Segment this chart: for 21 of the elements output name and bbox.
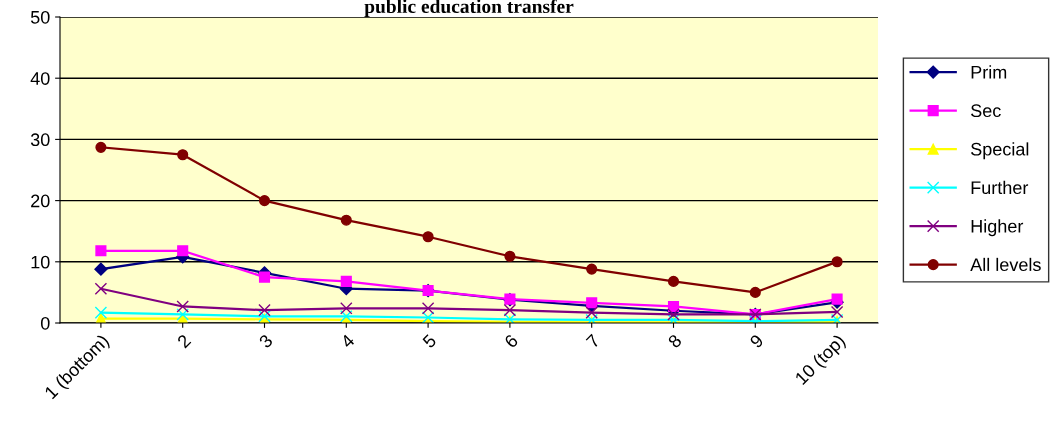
x-tick-label: 3 bbox=[258, 333, 274, 349]
y-tick-label: 20 bbox=[31, 194, 50, 208]
y-tick-label: 10 bbox=[31, 255, 50, 269]
legend-label: Higher bbox=[971, 219, 1024, 237]
y-tick-label: 30 bbox=[30, 133, 50, 147]
legend-label: Special bbox=[971, 142, 1029, 160]
y-tick-label: 50 bbox=[30, 10, 50, 24]
x-tick-label: 2 bbox=[176, 333, 192, 349]
x-tick-label: 5 bbox=[421, 333, 437, 349]
y-tick-label: 0 bbox=[40, 316, 50, 330]
y-tick-label: 40 bbox=[30, 72, 50, 85]
legend-label: Sec bbox=[971, 104, 1001, 118]
legend-label: Further bbox=[971, 180, 1029, 195]
x-tick-label: 9 bbox=[749, 333, 765, 349]
x-tick-label: 8 bbox=[667, 333, 683, 349]
legend-label: Prim bbox=[971, 65, 1007, 79]
x-tick-label: 4 bbox=[339, 333, 356, 349]
x-tick-label: 7 bbox=[585, 333, 601, 349]
legend-label: All levels bbox=[970, 257, 1041, 272]
x-tick-label: 6 bbox=[503, 333, 519, 349]
chart-title: public education transfer bbox=[364, 0, 574, 17]
